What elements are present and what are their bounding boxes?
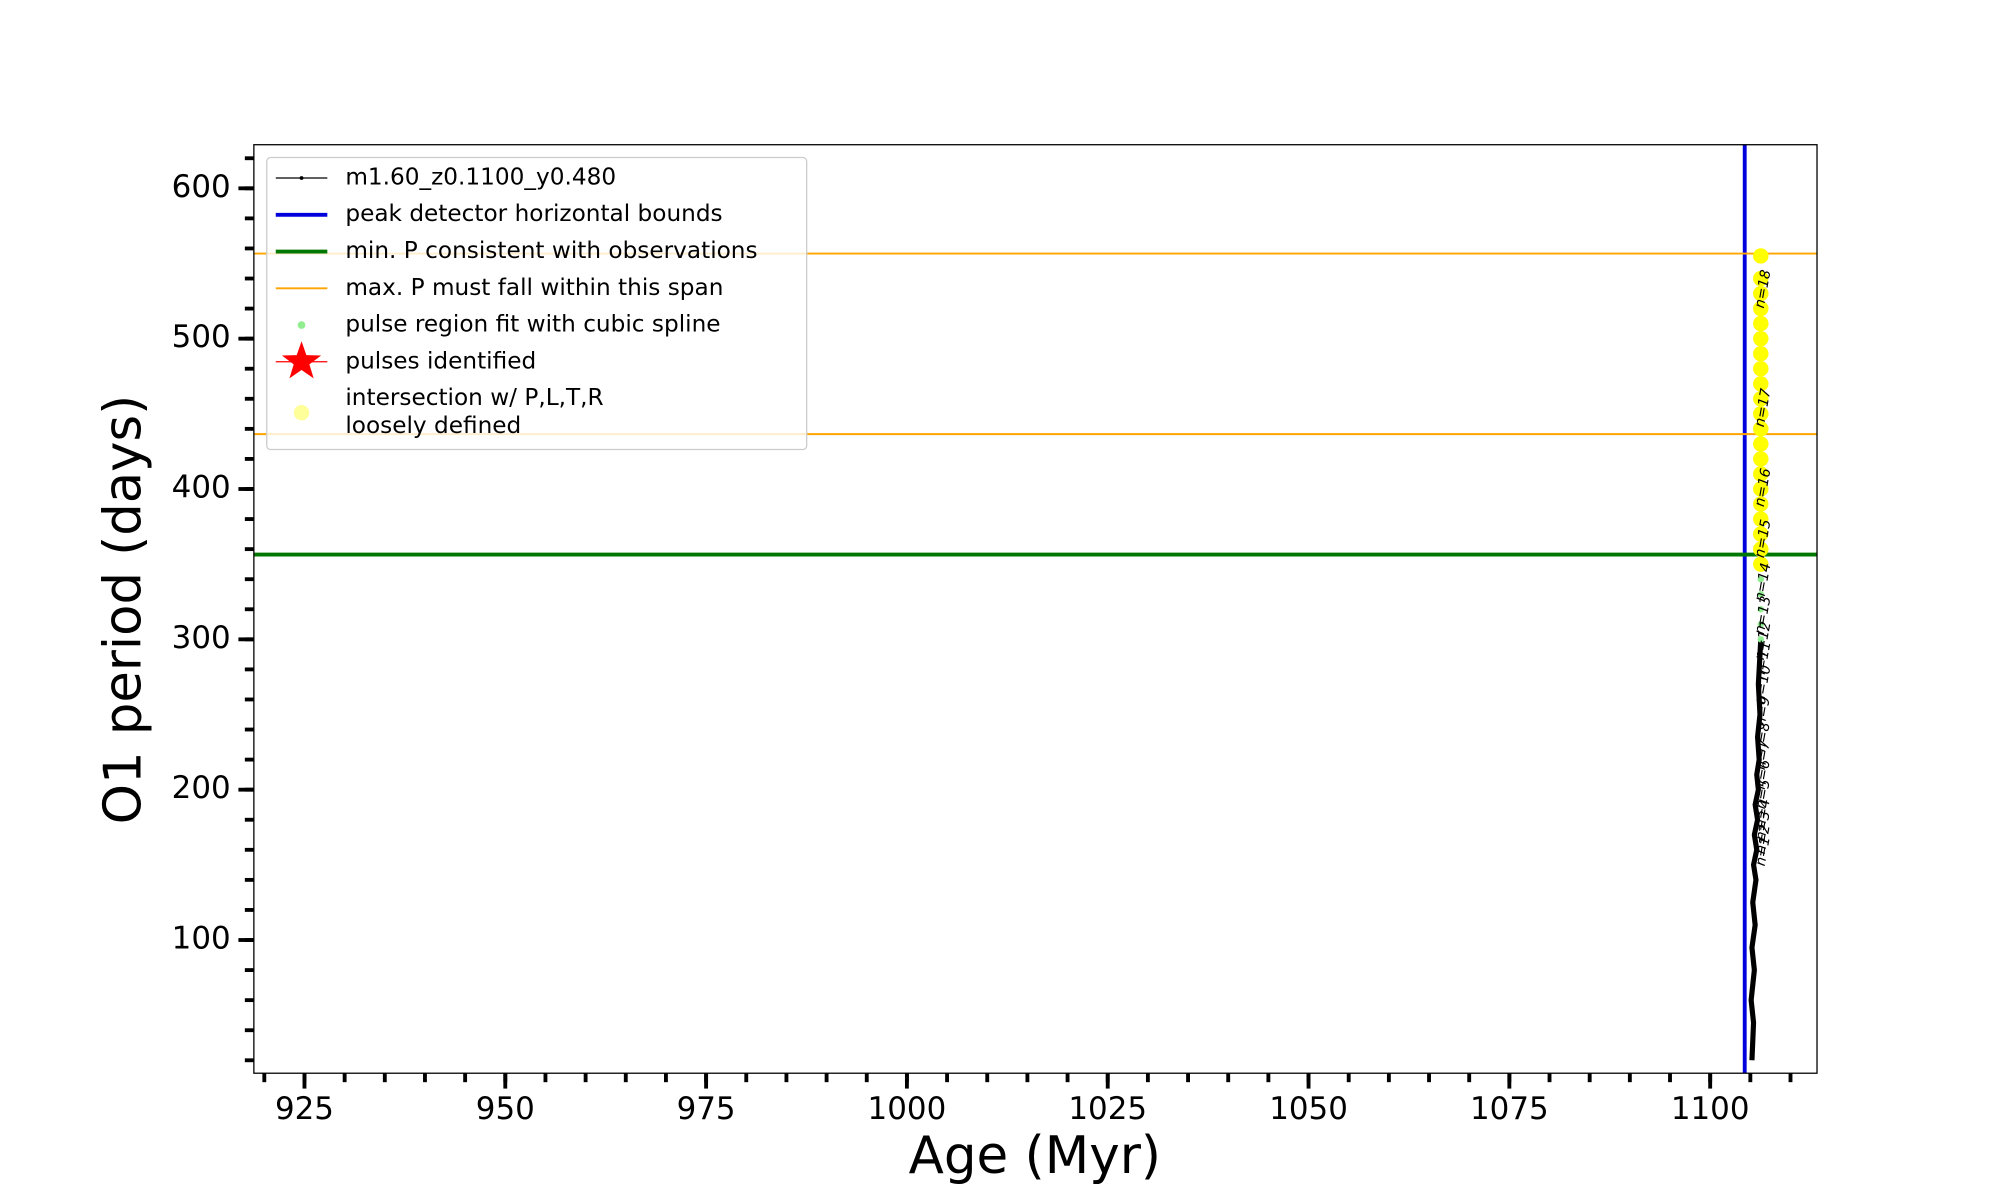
legend-label: m1.60_z0.1100_y0.480: [345, 165, 616, 191]
annotation: n=4: [1753, 798, 1774, 830]
annotation: n=10: [1752, 664, 1775, 705]
annotation: n=18: [1752, 269, 1775, 310]
point: [1757, 636, 1765, 643]
legend-label: max. P must fall within this span: [345, 275, 723, 301]
x-tick-label: 1100: [1671, 1091, 1750, 1127]
point: [1757, 591, 1765, 598]
annotation: n=1: [1753, 835, 1774, 867]
x-tick-label: 975: [677, 1091, 736, 1127]
x-tick-label: 925: [275, 1091, 334, 1127]
point: [1753, 496, 1769, 512]
plot-frame: [253, 144, 1818, 1074]
annotation: n=2: [1753, 823, 1774, 855]
legend-swatch: [281, 341, 322, 379]
legend-label: pulse region fit with cubic spline: [345, 312, 720, 338]
point: [1753, 270, 1769, 287]
y-axis-label: O1 period (days): [93, 395, 153, 824]
legend-label: peak detector horizontal bounds: [345, 201, 722, 227]
legend-label: intersection w/ P,L,T,R: [345, 385, 603, 411]
point: [1753, 466, 1769, 482]
legend-label: pulses identified: [345, 348, 536, 374]
point: [1757, 621, 1765, 628]
point: [1753, 451, 1769, 467]
point: [1753, 436, 1769, 452]
point: [1753, 330, 1769, 347]
x-tick-label: 1075: [1470, 1091, 1549, 1127]
point: [1757, 606, 1765, 613]
point: [1753, 361, 1769, 377]
annotation: n=3: [1753, 810, 1774, 842]
annotation: n=14: [1752, 562, 1775, 603]
annotation: n=8: [1753, 721, 1774, 753]
x-tick-label: 1000: [868, 1091, 947, 1127]
y-tick-label: 400: [172, 470, 231, 506]
point: [1753, 526, 1769, 542]
legend-swatch: [297, 321, 306, 329]
series-line: [1748, 639, 1764, 1061]
legend-label: min. P consistent with observations: [345, 238, 757, 264]
point: [1753, 406, 1769, 422]
x-axis-label: Age (Myr): [909, 1126, 1161, 1186]
x-tick-label: 1050: [1269, 1091, 1348, 1127]
annotation: n=9: [1753, 695, 1774, 727]
annotation: n=7: [1753, 739, 1774, 771]
y-tick-label: 600: [172, 169, 231, 205]
point: [1753, 511, 1769, 527]
legend-swatch: [293, 404, 310, 421]
y-tick-label: 100: [172, 921, 231, 957]
annotation: n=16: [1752, 467, 1775, 508]
point: [1753, 421, 1769, 437]
point: [1753, 481, 1769, 497]
y-tick-label: 500: [172, 319, 231, 355]
point: [1753, 556, 1769, 572]
point: [1753, 248, 1769, 264]
y-tick-label: 300: [172, 620, 231, 656]
point: [1753, 346, 1769, 362]
point: [1753, 315, 1769, 332]
annotation: n=13: [1752, 595, 1775, 636]
point: [1753, 541, 1769, 557]
point: [1753, 300, 1769, 317]
legend-label: loosely defined: [345, 413, 521, 439]
point: [1753, 376, 1769, 392]
point: [1753, 285, 1769, 302]
annotation: n=11: [1752, 640, 1775, 681]
annotation: n=5: [1753, 778, 1774, 810]
x-tick-label: 950: [476, 1091, 535, 1127]
legend-box: [266, 156, 808, 451]
point: [1753, 391, 1769, 407]
point: [1757, 575, 1765, 583]
annotation: n=15: [1752, 518, 1775, 559]
x-tick-label: 1025: [1068, 1091, 1147, 1127]
y-tick-label: 200: [172, 770, 231, 806]
annotation: n=6: [1753, 759, 1774, 791]
legend-swatch: [299, 176, 304, 180]
annotation: n=17: [1752, 387, 1775, 428]
annotation: n=12: [1752, 620, 1775, 661]
